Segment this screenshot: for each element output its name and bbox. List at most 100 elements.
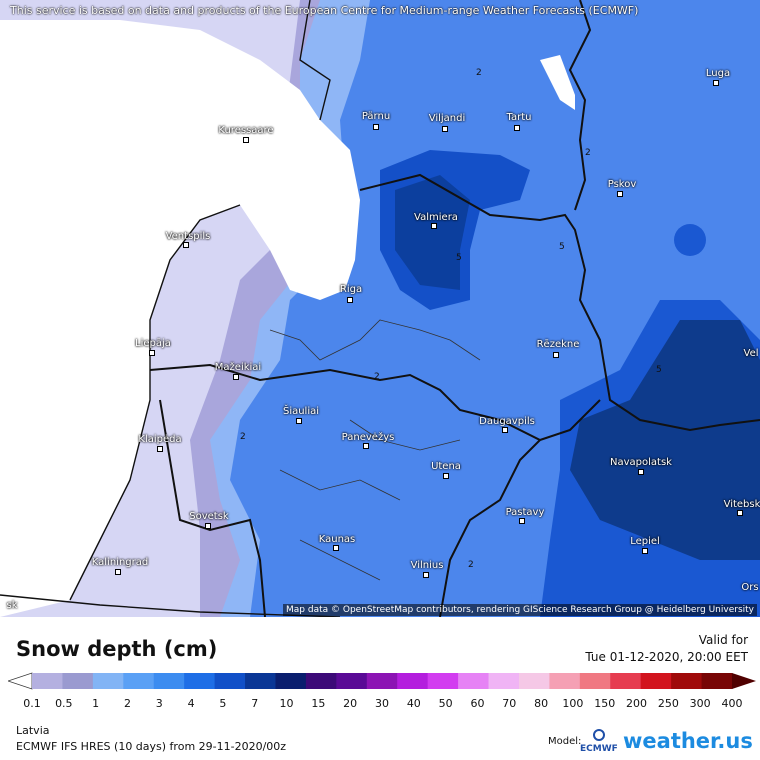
city-dot	[423, 572, 429, 578]
city-label[interactable]: Sovetsk	[189, 511, 229, 522]
scale-tick-label: 400	[721, 697, 743, 710]
city-label[interactable]: Panevėžys	[341, 432, 395, 443]
contour-label: 5	[559, 242, 565, 252]
scale-tick-label: 7	[251, 697, 259, 710]
scale-arrow-low	[8, 672, 33, 690]
scale-swatch	[671, 673, 703, 689]
city-label[interactable]: Vel	[743, 348, 759, 359]
sea-area	[0, 20, 360, 617]
ecmwf-logo-icon	[592, 729, 605, 741]
city-label[interactable]: Luga	[705, 68, 731, 79]
city-dot	[443, 473, 449, 479]
city-label[interactable]: Vilnius	[410, 560, 444, 571]
scale-swatch	[701, 673, 733, 689]
city-label[interactable]: Utena	[431, 461, 461, 472]
map-title: Snow depth (cm)	[16, 637, 218, 661]
valid-date: Tue 01-12-2020, 20:00 EET	[585, 650, 748, 664]
city-dot	[233, 374, 239, 380]
city-label[interactable]: Ors	[741, 582, 759, 593]
city-label[interactable]: Ventspils	[165, 231, 211, 242]
country-border-lt-by	[439, 439, 541, 617]
city-label[interactable]: Viljandi	[428, 113, 466, 124]
ecmwf-logo[interactable]: ECMWF	[580, 729, 618, 754]
weather-us-logo[interactable]: weather.us	[623, 729, 753, 753]
city-label[interactable]: Kaunas	[318, 534, 356, 545]
contour-label: 2	[374, 372, 380, 382]
snow-core-valmiera	[395, 175, 470, 290]
contour-label: 2	[476, 68, 482, 78]
map-attribution: Map data © OpenStreetMap contributors, r…	[283, 604, 757, 616]
city-dot	[149, 350, 155, 356]
city-label[interactable]: Daugavpils	[479, 416, 535, 427]
city-dot	[205, 523, 211, 529]
scale-tick-label: 100	[562, 697, 584, 710]
city-label[interactable]: Riga	[339, 284, 363, 295]
scale-tick-label: 200	[626, 697, 648, 710]
scale-tick-label: 0.5	[55, 697, 73, 710]
scale-swatch	[518, 673, 550, 689]
admin-borders	[269, 319, 481, 581]
scale-swatch	[305, 673, 337, 689]
city-label[interactable]: Liepāja	[135, 338, 171, 349]
scale-tick-label: 2	[123, 697, 131, 710]
snow-core-east	[570, 320, 760, 560]
city-label[interactable]: Vitebsk	[723, 499, 760, 510]
ecmwf-attribution: This service is based on data and produc…	[10, 4, 639, 17]
city-dot	[519, 518, 525, 524]
scale-swatch	[214, 673, 246, 689]
city-dot	[333, 545, 339, 551]
scale-swatch	[123, 673, 155, 689]
scale-swatch	[366, 673, 398, 689]
color-scale	[8, 672, 756, 690]
coastline-west	[69, 204, 241, 601]
city-dot	[737, 510, 743, 516]
scale-tick-label: 3	[155, 697, 163, 710]
region-name: Latvia	[16, 724, 50, 737]
city-label[interactable]: Mažeikiai	[214, 362, 262, 373]
city-label[interactable]: Pskov	[607, 179, 637, 190]
city-dot	[514, 125, 520, 131]
city-dot	[183, 242, 189, 248]
city-label[interactable]: Tartu	[506, 112, 532, 123]
snow-spot	[674, 224, 706, 256]
city-label[interactable]: Šiauliai	[282, 406, 320, 417]
scale-tick-label: 5	[219, 697, 227, 710]
scale-tick-label: 4	[187, 697, 195, 710]
city-dot	[431, 223, 437, 229]
city-label[interactable]: Pärnu	[361, 111, 391, 122]
city-label[interactable]: Navapolatsk	[610, 457, 672, 468]
city-dot	[347, 297, 353, 303]
city-label[interactable]: Pastavy	[505, 507, 545, 518]
scale-tick-label: 10	[279, 697, 294, 710]
scale-swatch	[32, 673, 63, 689]
scale-swatch	[275, 673, 307, 689]
city-label[interactable]: sk	[6, 600, 18, 611]
contour-label: 2	[585, 148, 591, 158]
city-dot	[553, 352, 559, 358]
city-dot	[442, 126, 448, 132]
scale-swatch	[184, 673, 216, 689]
city-dot	[642, 548, 648, 554]
scale-tick-label: 40	[406, 697, 421, 710]
city-label[interactable]: Kuressaare	[218, 125, 274, 136]
scale-swatch	[153, 673, 185, 689]
city-label[interactable]: Kaliningrad	[91, 557, 149, 568]
snow-free-patch	[540, 55, 575, 110]
city-label[interactable]: Valmiera	[414, 212, 458, 223]
scale-swatch	[579, 673, 611, 689]
city-label[interactable]: Rēzekne	[536, 339, 580, 350]
snow-depth-map[interactable]: This service is based on data and produc…	[0, 0, 760, 617]
city-dot	[617, 191, 623, 197]
scale-tick-label: 1	[92, 697, 100, 710]
scale-tick-label: 50	[438, 697, 453, 710]
city-dot	[638, 469, 644, 475]
country-border-ee-ru	[568, 0, 592, 211]
contour-label: 5	[656, 365, 662, 375]
country-border	[359, 173, 760, 432]
city-label[interactable]: Klaipėda	[138, 434, 182, 445]
scale-tick-label: 30	[375, 697, 389, 710]
city-dot	[157, 446, 163, 452]
legend-panel: Snow depth (cm) Valid for Tue 01-12-2020…	[0, 617, 760, 760]
city-label[interactable]: Lepiel	[630, 536, 660, 547]
country-border-lv-lt	[149, 363, 601, 442]
